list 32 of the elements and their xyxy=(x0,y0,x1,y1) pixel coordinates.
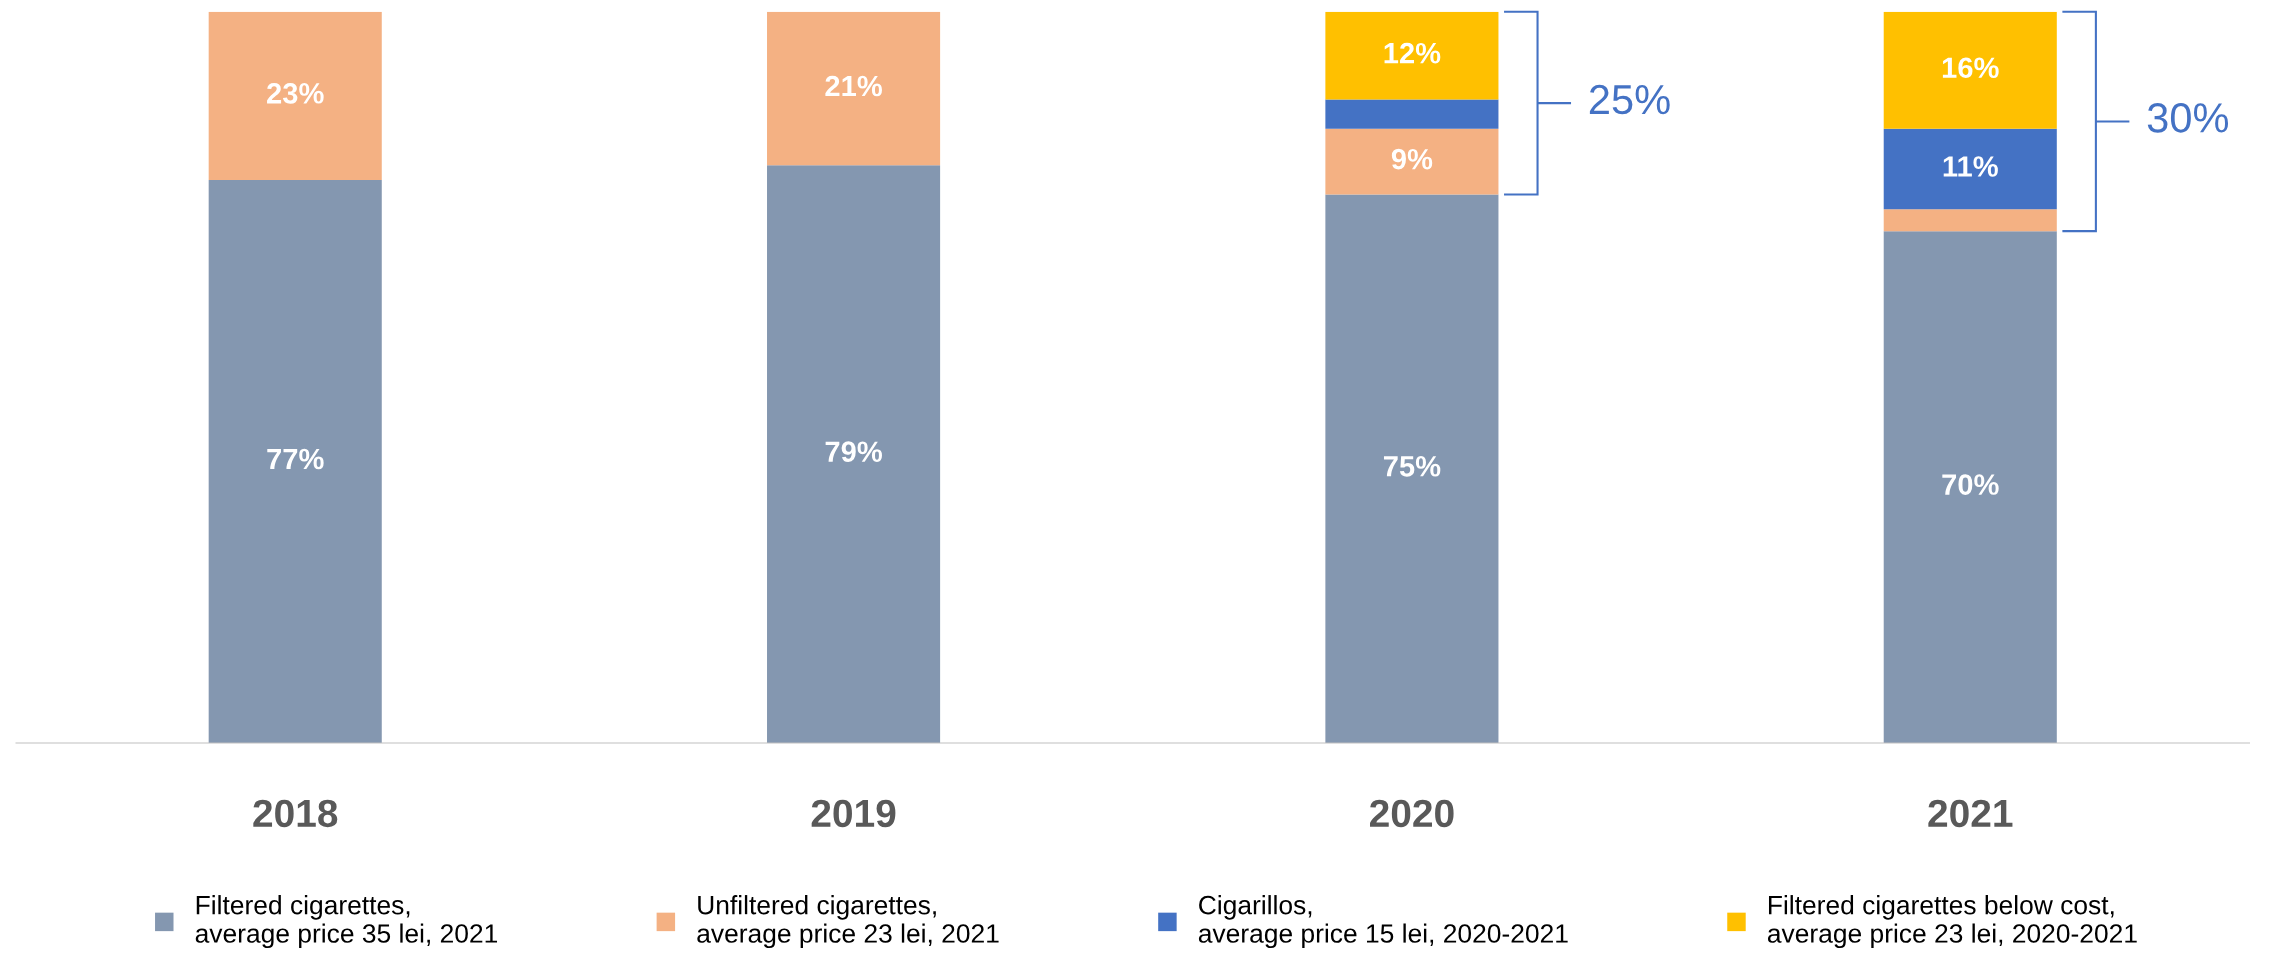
x-tick-label: 2020 xyxy=(1370,799,1454,828)
x-tick-label: 2021 xyxy=(1928,799,2013,828)
data-label: 12% xyxy=(1384,42,1441,64)
bar xyxy=(1883,231,2057,744)
data-label: 79% xyxy=(825,441,882,463)
legend-label: Cigarillos, average price 15 lei, 2020-2021 xyxy=(1198,895,1568,949)
x-tick-label: 2019 xyxy=(811,799,896,828)
bar xyxy=(208,11,382,180)
bar xyxy=(1883,11,2057,129)
annotation: 30% xyxy=(2147,103,2229,133)
annotation: 25% xyxy=(1589,84,1670,115)
bar xyxy=(1883,209,2057,232)
data-label: 77% xyxy=(267,448,324,470)
data-label: 23% xyxy=(267,83,324,104)
bar xyxy=(1325,99,1499,129)
bar xyxy=(767,165,941,744)
legend-label: Filtered cigarettes below cost, average price 23 lei, 2020-2021 xyxy=(1767,895,2137,949)
legend-label: Filtered cigarettes, average price 35 lei, 2021 xyxy=(195,895,498,949)
x-tick-label: 2018 xyxy=(253,799,338,828)
bar xyxy=(1883,128,2057,210)
data-label: 16% xyxy=(1942,57,1999,79)
bar xyxy=(1325,11,1499,100)
bar xyxy=(208,179,382,744)
legend-label: Unfiltered cigarettes, average price 23 lei, 2021 xyxy=(697,895,999,949)
bar xyxy=(1325,194,1499,744)
data-label: 70% xyxy=(1942,474,1999,495)
data-label: 11% xyxy=(1943,156,1998,177)
bar xyxy=(1325,128,1499,195)
data-label: 21% xyxy=(825,75,882,97)
data-label: 9% xyxy=(1391,148,1433,170)
data-label: 75% xyxy=(1383,456,1441,477)
bar xyxy=(767,11,941,166)
